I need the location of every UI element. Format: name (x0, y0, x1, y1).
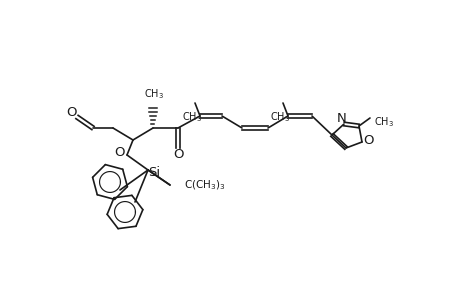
Text: N: N (336, 112, 346, 124)
Text: CH$_3$: CH$_3$ (373, 115, 393, 129)
Text: CH$_3$: CH$_3$ (269, 110, 289, 124)
Text: O: O (363, 134, 374, 148)
Text: O: O (174, 148, 184, 161)
Text: O: O (114, 146, 125, 160)
Text: CH$_3$: CH$_3$ (144, 87, 164, 101)
Text: CH$_3$: CH$_3$ (182, 110, 202, 124)
Text: O: O (67, 106, 77, 119)
Text: Si: Si (148, 166, 160, 178)
Text: C(CH$_3$)$_3$: C(CH$_3$)$_3$ (184, 178, 225, 192)
